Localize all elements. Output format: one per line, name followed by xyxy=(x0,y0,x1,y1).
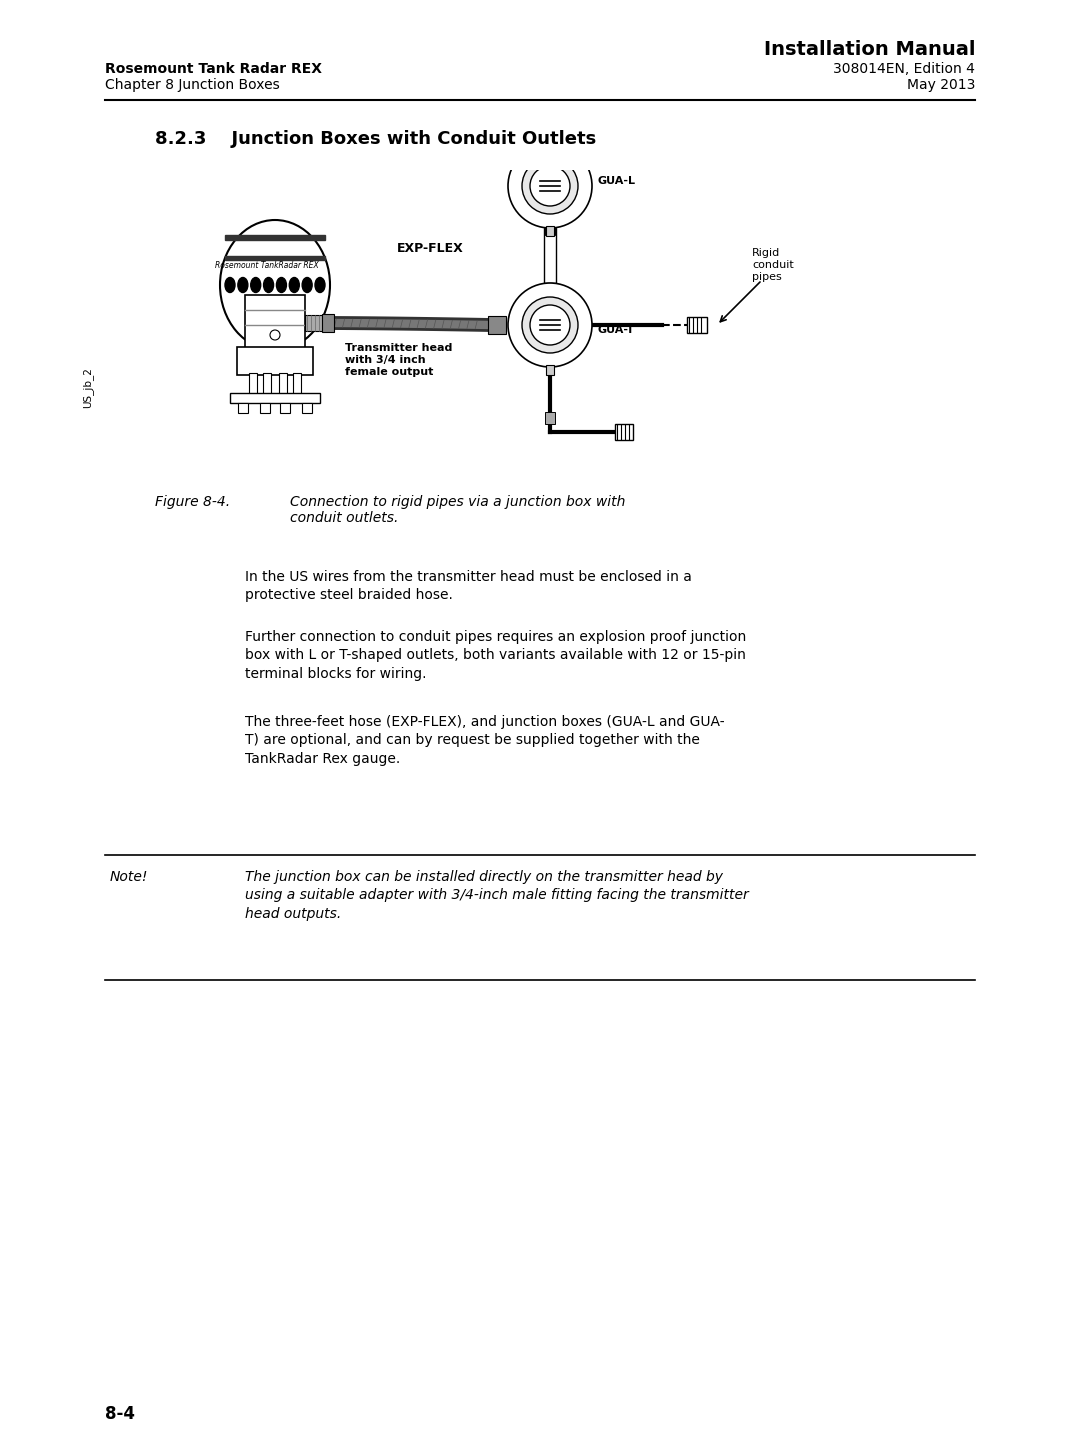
Text: GUA-T: GUA-T xyxy=(598,326,635,336)
Bar xyxy=(279,373,287,394)
Bar xyxy=(280,403,291,413)
Text: Chapter 8 Junction Boxes: Chapter 8 Junction Boxes xyxy=(105,77,280,92)
Bar xyxy=(305,315,327,331)
Bar xyxy=(225,235,325,239)
Bar xyxy=(230,393,320,403)
Text: 8.2.3    Junction Boxes with Conduit Outlets: 8.2.3 Junction Boxes with Conduit Outlet… xyxy=(156,130,596,148)
Text: Rosemount TankRadar REX: Rosemount TankRadar REX xyxy=(215,261,319,270)
Text: The three-feet hose (EXP-FLEX), and junction boxes (GUA-L and GUA-
T) are option: The three-feet hose (EXP-FLEX), and junc… xyxy=(245,716,725,766)
Circle shape xyxy=(522,297,578,353)
Bar xyxy=(545,224,555,235)
Bar xyxy=(264,373,271,394)
Text: GUA-L: GUA-L xyxy=(598,176,636,186)
Text: Rigid
conduit
pipes: Rigid conduit pipes xyxy=(752,248,794,281)
Ellipse shape xyxy=(238,278,247,293)
Text: The junction box can be installed directly on the transmitter head by
using a su: The junction box can be installed direct… xyxy=(245,870,748,921)
Circle shape xyxy=(508,143,592,228)
Bar xyxy=(260,403,270,413)
Text: In the US wires from the transmitter head must be enclosed in a
protective steel: In the US wires from the transmitter hea… xyxy=(245,569,692,602)
Bar xyxy=(545,412,555,424)
Bar xyxy=(322,314,334,333)
Text: May 2013: May 2013 xyxy=(906,77,975,92)
Bar xyxy=(615,424,633,440)
Text: Rosemount Tank Radar REX: Rosemount Tank Radar REX xyxy=(105,62,322,76)
Bar xyxy=(546,227,554,237)
Ellipse shape xyxy=(276,278,286,293)
Ellipse shape xyxy=(315,278,325,293)
Text: Connection to rigid pipes via a junction box with
conduit outlets.: Connection to rigid pipes via a junction… xyxy=(291,495,625,525)
Text: Note!: Note! xyxy=(110,870,149,883)
Ellipse shape xyxy=(225,278,235,293)
Bar xyxy=(245,295,305,350)
Ellipse shape xyxy=(302,278,312,293)
Circle shape xyxy=(530,166,570,206)
Ellipse shape xyxy=(289,278,299,293)
Text: 8-4: 8-4 xyxy=(105,1405,135,1423)
Circle shape xyxy=(522,158,578,214)
Bar xyxy=(687,317,707,333)
Bar xyxy=(249,373,257,394)
Ellipse shape xyxy=(220,219,330,350)
Bar xyxy=(488,315,507,334)
Circle shape xyxy=(270,330,280,340)
Ellipse shape xyxy=(264,278,273,293)
Bar xyxy=(238,403,248,413)
Text: EXP-FLEX: EXP-FLEX xyxy=(396,242,463,255)
Bar xyxy=(225,257,325,260)
Bar xyxy=(544,228,556,282)
Ellipse shape xyxy=(251,278,260,293)
Text: Installation Manual: Installation Manual xyxy=(764,40,975,59)
Text: 308014EN, Edition 4: 308014EN, Edition 4 xyxy=(833,62,975,76)
Bar xyxy=(237,347,313,376)
Bar xyxy=(293,373,301,394)
Text: Further connection to conduit pipes requires an explosion proof junction
box wit: Further connection to conduit pipes requ… xyxy=(245,630,746,681)
Circle shape xyxy=(508,282,592,367)
Text: US_jb_2: US_jb_2 xyxy=(82,367,94,409)
Bar xyxy=(302,403,312,413)
Text: Figure 8-4.: Figure 8-4. xyxy=(156,495,230,509)
Text: Transmitter head
with 3/4 inch
female output: Transmitter head with 3/4 inch female ou… xyxy=(345,343,453,377)
Bar xyxy=(546,366,554,376)
Circle shape xyxy=(530,305,570,346)
